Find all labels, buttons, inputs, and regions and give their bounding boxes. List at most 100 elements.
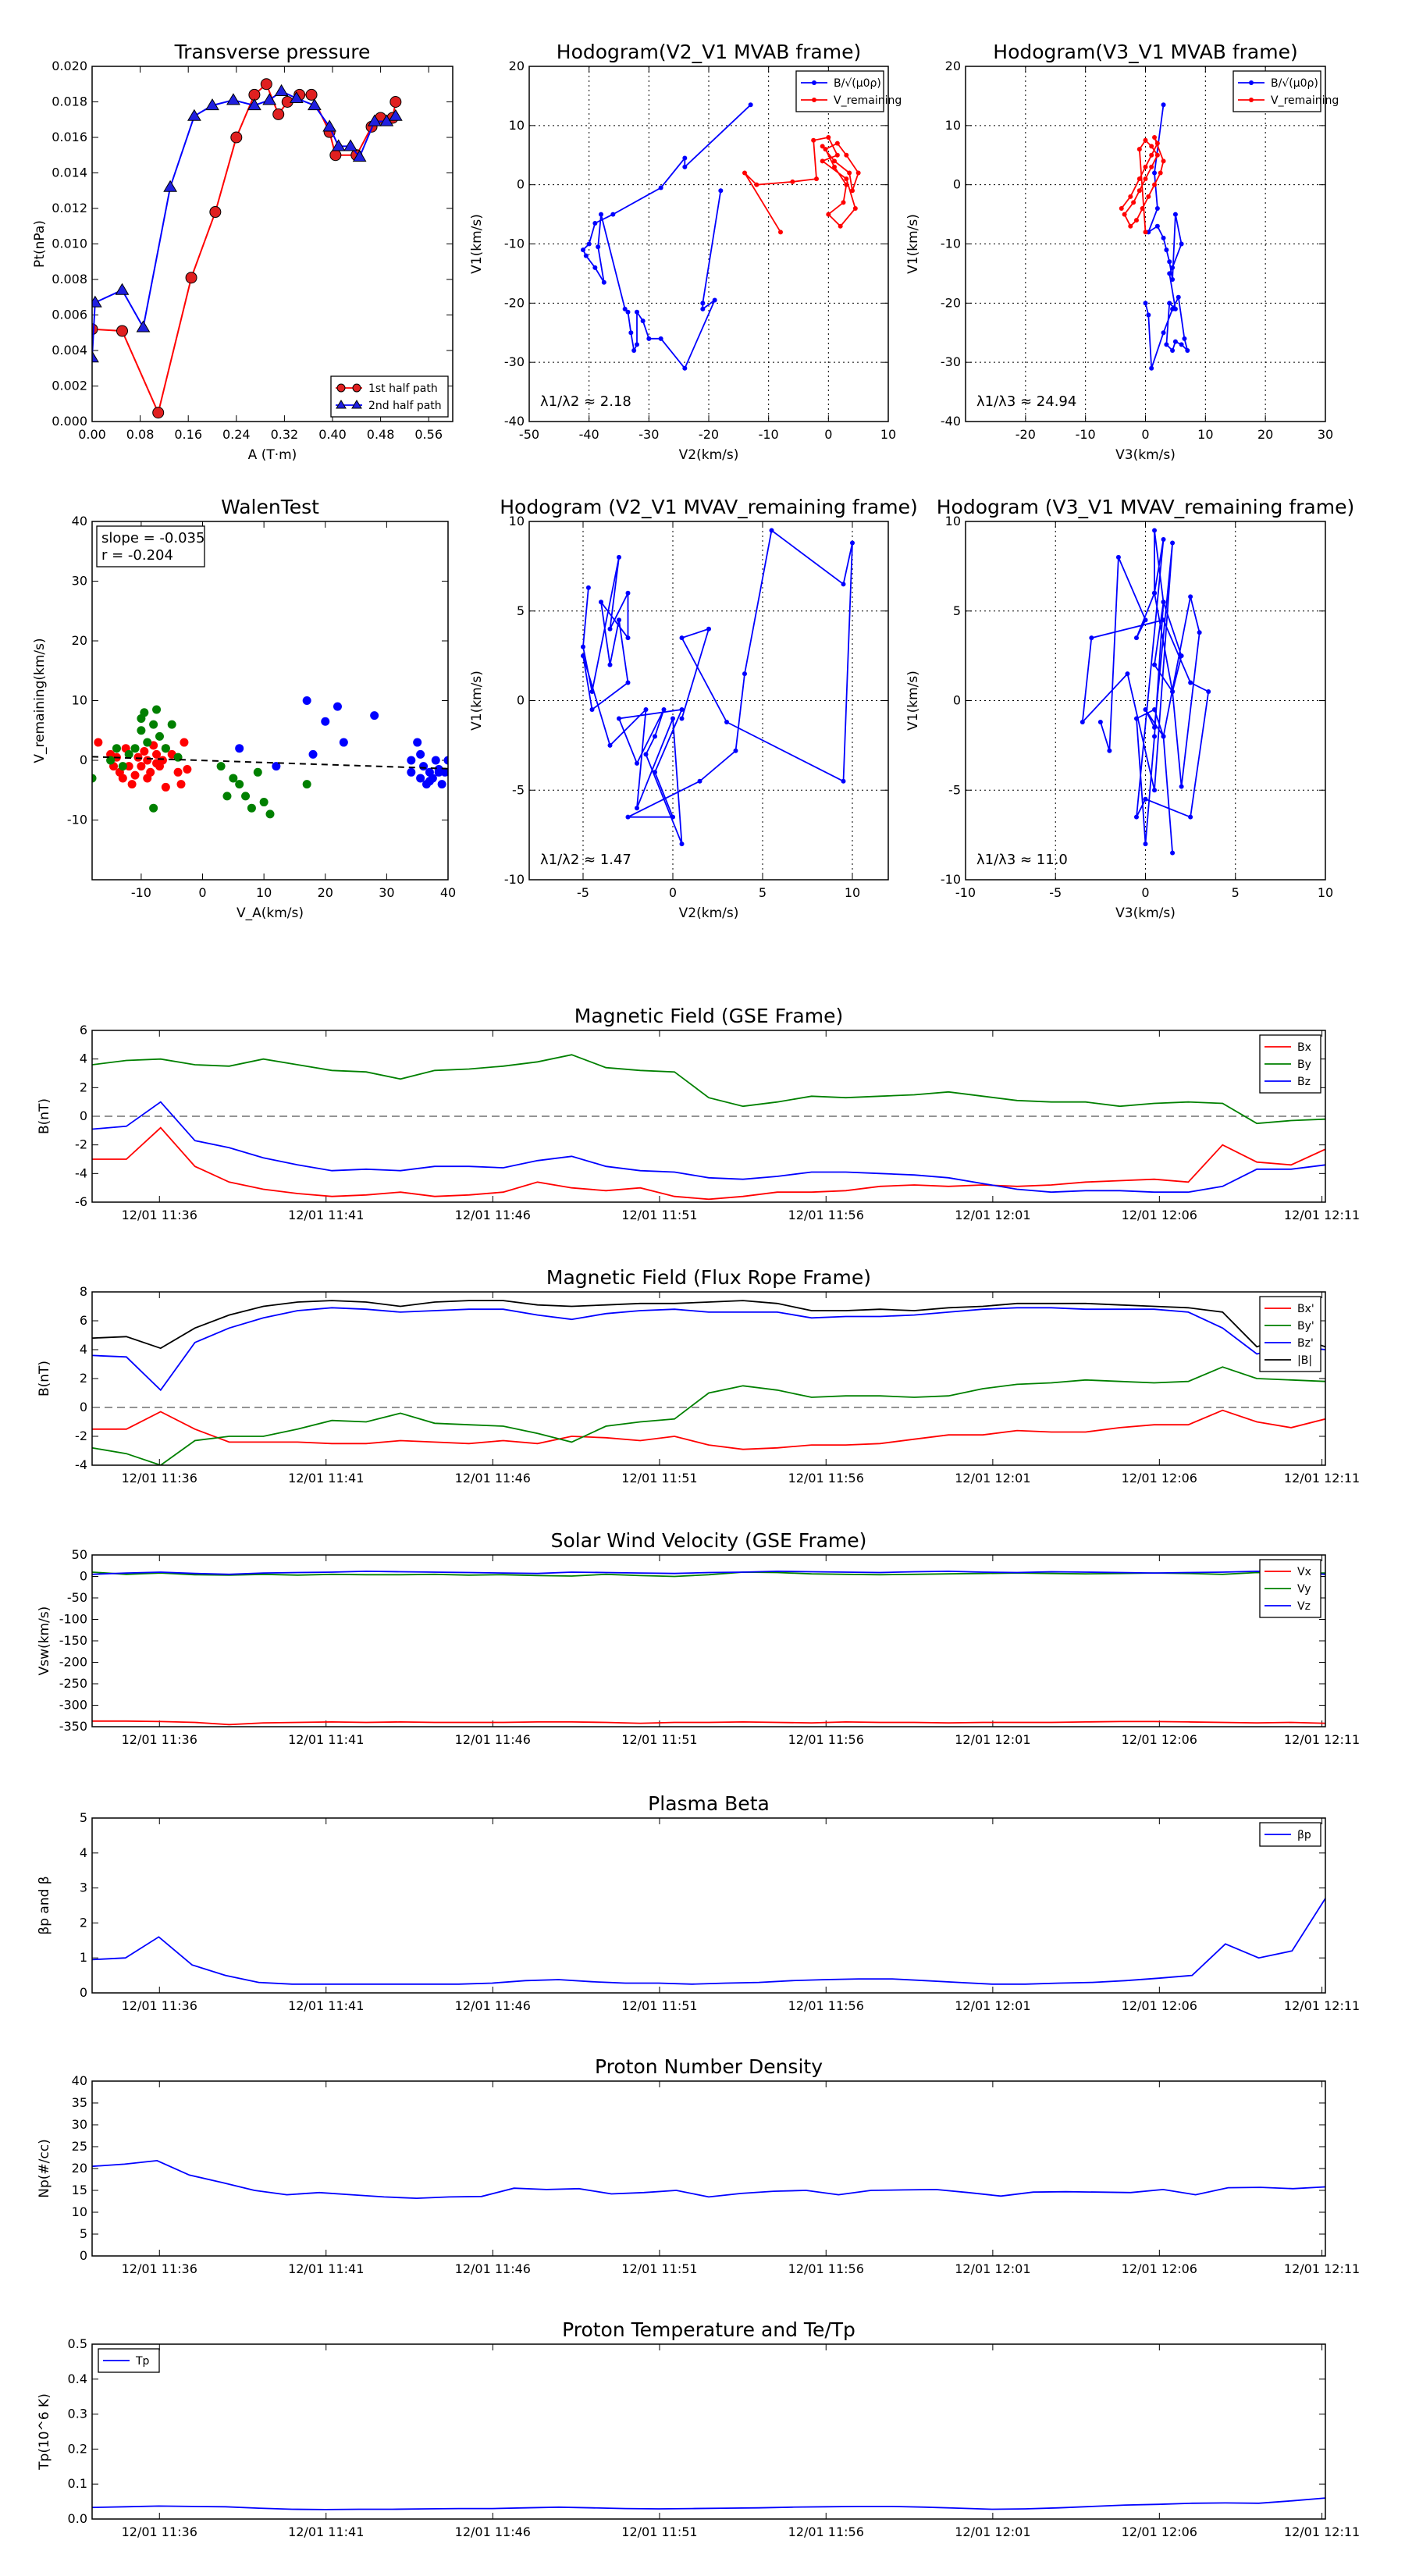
data-marker — [1133, 218, 1139, 223]
annotation: λ1/λ2 ≈ 1.47 — [540, 852, 631, 868]
plot-area — [92, 1570, 1325, 1726]
legend-box — [795, 70, 884, 112]
series-line — [92, 1126, 1325, 1201]
data-marker — [1122, 212, 1127, 217]
y-axis-label: Tp(10^6 K) — [37, 2393, 52, 2471]
legend-label: Bz — [1297, 1076, 1311, 1088]
data-marker — [670, 716, 675, 721]
x-tick-label: 0.40 — [318, 427, 347, 442]
y-tick-label: -350 — [59, 1719, 87, 1734]
data-marker — [205, 98, 219, 111]
y-tick-label: -30 — [504, 354, 525, 369]
data-marker — [841, 778, 846, 784]
data-marker — [1143, 796, 1148, 802]
scatter-point — [302, 696, 311, 705]
y-tick-label: -10 — [67, 813, 87, 827]
data-marker — [700, 306, 706, 311]
scatter-point — [173, 767, 183, 777]
data-marker — [1161, 600, 1166, 605]
y-tick-label: 2 — [80, 1371, 87, 1386]
data-marker — [1188, 594, 1193, 600]
scatter-point — [259, 798, 269, 807]
data-marker — [209, 206, 222, 219]
data-marker — [1149, 144, 1154, 149]
chart-title: Hodogram(V3_V1 MVAB frame) — [993, 41, 1297, 63]
data-marker — [712, 297, 717, 303]
plot-area — [92, 1054, 1325, 1201]
legend-marker — [1249, 98, 1254, 102]
chart-title: Magnetic Field (Flux Rope Frame) — [546, 1266, 871, 1289]
data-marker — [1154, 206, 1160, 211]
annotation-box — [96, 525, 205, 568]
chart-bgse: Magnetic Field (GSE Frame) -6 -4 -2 0 2 4 6 12/0… — [37, 1005, 1360, 1222]
data-marker — [583, 253, 589, 258]
x-tick-label: 12/01 12:11 — [1284, 1471, 1360, 1485]
data-marker — [1143, 137, 1148, 143]
x-tick-label: 10 — [880, 427, 896, 442]
x-tick-label: 12/01 11:41 — [288, 1998, 364, 2013]
plot-area — [92, 2159, 1325, 2200]
plot-area — [92, 1898, 1325, 1985]
x-tick-label: 12/01 11:51 — [621, 2261, 697, 2276]
y-tick-label: 30 — [72, 574, 87, 589]
data-marker — [742, 170, 747, 176]
y-tick-label: 2 — [80, 1080, 87, 1094]
y-tick-label: -2 — [75, 1429, 87, 1443]
y-tick-label: -30 — [941, 354, 961, 369]
x-tick-label: -40 — [579, 427, 599, 442]
data-marker — [1143, 229, 1148, 235]
data-marker — [1143, 706, 1148, 712]
data-marker — [1143, 617, 1148, 623]
x-tick-label: 12/01 12:01 — [955, 2524, 1030, 2539]
data-marker — [1115, 554, 1121, 560]
y-axis-label: Np(#/cc) — [37, 2139, 52, 2197]
x-tick-label: 12/01 11:46 — [455, 2524, 531, 2539]
data-marker — [622, 306, 628, 311]
y-tick-label: -300 — [59, 1698, 87, 1713]
x-tick-label: 0.48 — [367, 427, 395, 442]
data-marker — [230, 131, 243, 144]
data-marker — [1152, 135, 1158, 140]
x-axis-label: V2(km/s) — [679, 447, 739, 463]
series-line — [92, 1720, 1325, 1726]
x-tick-label: 12/01 12:01 — [955, 1732, 1030, 1747]
x-tick-label: 12/01 11:41 — [288, 2261, 364, 2276]
scatter-point — [161, 744, 170, 753]
data-marker — [661, 706, 667, 712]
data-marker — [607, 626, 613, 632]
y-axis-label: V_remaining(km/s) — [32, 638, 48, 763]
y-tick-label: 6 — [80, 1313, 87, 1328]
data-marker — [1154, 152, 1160, 158]
y-tick-label: 5 — [517, 603, 525, 618]
fit-line — [92, 756, 448, 770]
x-tick-label: -20 — [699, 427, 719, 442]
x-tick-label: 12/01 12:06 — [1122, 1208, 1197, 1222]
scatter-point — [152, 705, 162, 714]
data-marker — [617, 716, 621, 721]
data-marker — [850, 540, 855, 546]
data-marker — [1128, 223, 1133, 229]
y-tick-label: -100 — [59, 1612, 87, 1627]
x-tick-label: 40 — [440, 885, 456, 900]
x-tick-label: 12/01 11:51 — [621, 1998, 697, 2013]
x-tick-label: 12/01 11:51 — [621, 1208, 697, 1222]
data-marker — [1143, 164, 1148, 169]
legend-label: Tp — [135, 2355, 150, 2368]
plot-area — [1080, 528, 1211, 856]
data-marker — [700, 301, 706, 306]
series-line — [92, 1366, 1325, 1465]
y-tick-label: 0.2 — [68, 2441, 87, 2456]
data-marker — [658, 336, 663, 341]
y-tick-label: 0.006 — [52, 308, 87, 322]
legend: B/√(μ0ρ) V_remaining — [1232, 70, 1339, 112]
y-tick-label: -20 — [941, 295, 961, 310]
series-line — [92, 83, 397, 415]
data-marker — [832, 158, 837, 164]
x-tick-label: -10 — [131, 885, 151, 900]
y-tick-label: 0 — [517, 177, 525, 192]
data-marker — [820, 158, 825, 164]
data-marker — [308, 98, 322, 111]
x-tick-label: -5 — [1049, 885, 1062, 900]
data-marker — [1172, 212, 1178, 217]
y-tick-label: 40 — [72, 2073, 87, 2088]
